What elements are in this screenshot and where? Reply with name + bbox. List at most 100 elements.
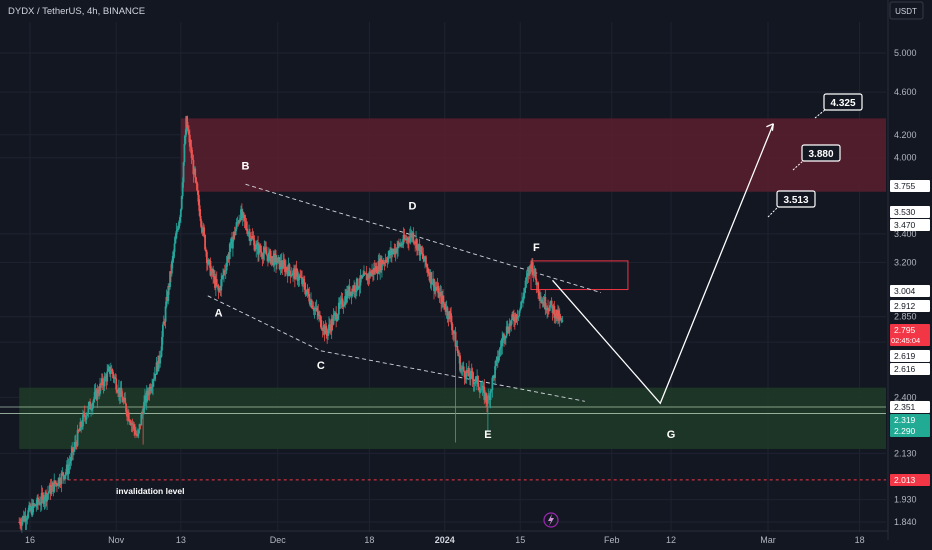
candle-body xyxy=(239,220,241,221)
candle-body xyxy=(358,285,361,289)
currency-button[interactable]: USDT xyxy=(889,1,924,20)
candle-body xyxy=(451,322,453,331)
price-tick-label: 4.600 xyxy=(894,87,917,97)
candle-body xyxy=(76,430,79,446)
currency-label: USDT xyxy=(895,7,917,16)
candle-body xyxy=(143,401,145,414)
candle-body xyxy=(67,466,70,475)
candle-body xyxy=(391,251,394,255)
candle-body xyxy=(518,310,521,316)
candle-body xyxy=(175,231,178,239)
candle-body xyxy=(140,414,143,426)
candle-body xyxy=(125,403,127,412)
candle-body xyxy=(134,429,136,435)
candle-body xyxy=(407,238,409,241)
candle-body xyxy=(516,316,519,320)
upper-trendline xyxy=(245,183,602,294)
candle-body xyxy=(450,313,452,323)
candle-body xyxy=(215,279,218,286)
candle-body xyxy=(385,259,388,262)
candle-body xyxy=(525,277,528,281)
candle-body xyxy=(204,235,206,250)
candle-body xyxy=(190,147,193,158)
candle-body xyxy=(539,295,541,301)
candle-body xyxy=(152,381,154,388)
price-badge: 2.619 xyxy=(890,350,930,362)
candle-body xyxy=(50,486,53,494)
price-badge: 2.616 xyxy=(890,363,930,375)
candle-body xyxy=(260,251,263,257)
price-axis[interactable]: 5.0004.6004.2004.0003.4003.2002.8502.700… xyxy=(887,0,932,550)
candle-body xyxy=(207,259,210,265)
candle-body xyxy=(325,325,328,334)
candle-body xyxy=(263,247,266,254)
candle-body xyxy=(534,268,537,279)
candle-body xyxy=(431,283,434,285)
candle-body xyxy=(228,251,231,260)
candle-body xyxy=(254,249,257,251)
price-tick-label: 3.200 xyxy=(894,257,917,267)
candle-body xyxy=(152,378,155,382)
candle-body xyxy=(180,196,183,210)
price-tick-label: 3.400 xyxy=(894,229,917,239)
candle-body xyxy=(273,253,276,266)
candle-body xyxy=(515,314,518,320)
candle-body xyxy=(87,405,90,413)
time-axis[interactable]: 16 Nov 13 Dec 18 2024 15 Feb 12 Mar 18 xyxy=(0,530,888,545)
price-tick-label: 2.400 xyxy=(894,392,917,402)
candle-body xyxy=(188,134,191,147)
wave-label-f: F xyxy=(533,242,540,254)
candle-body xyxy=(91,402,94,409)
time-tick-label: 18 xyxy=(364,535,374,545)
candle-body xyxy=(442,295,444,302)
candle-body xyxy=(320,327,323,330)
candle-body xyxy=(165,296,168,307)
candle-body xyxy=(161,324,164,337)
candle-body xyxy=(413,241,416,243)
candle-body xyxy=(362,275,364,277)
candle-body xyxy=(454,331,457,347)
candle-body xyxy=(327,330,329,336)
candle-body xyxy=(176,229,179,232)
price-badge-label: 2.013 xyxy=(894,475,916,485)
candle-body xyxy=(538,292,540,296)
candle-body xyxy=(319,316,322,328)
time-tick-label: Feb xyxy=(604,535,620,545)
candle-body xyxy=(381,260,383,271)
candle-body xyxy=(443,303,446,310)
wave-label-g: G xyxy=(667,429,676,441)
candle-body xyxy=(342,306,345,307)
candle-body xyxy=(289,270,292,277)
target-box xyxy=(776,190,816,208)
candle-body xyxy=(470,370,473,373)
candle-body xyxy=(532,274,535,276)
candle-body xyxy=(319,315,321,317)
candle-body xyxy=(199,215,202,221)
target-box xyxy=(823,93,863,111)
candle-body xyxy=(258,245,261,251)
candle-body xyxy=(472,378,475,385)
candle-body xyxy=(177,228,180,230)
candle-body xyxy=(255,244,258,250)
candle-body xyxy=(422,254,425,259)
candle-body xyxy=(295,268,298,271)
price-badge-label: 2.319 xyxy=(894,415,916,425)
target-badge: 3.880 xyxy=(792,144,841,171)
candle-body xyxy=(116,389,118,393)
candle-body xyxy=(78,430,81,432)
candle-body xyxy=(474,382,477,384)
price-badge-bg xyxy=(890,474,930,486)
candle-body xyxy=(332,315,335,325)
lightning-icon[interactable] xyxy=(543,512,559,528)
candle-body xyxy=(489,390,492,401)
candle-body xyxy=(163,321,166,323)
candle-body xyxy=(205,249,207,252)
candle-body xyxy=(249,239,252,242)
time-tick-label: Nov xyxy=(108,535,125,545)
price-zones xyxy=(0,118,887,481)
candle-body xyxy=(31,503,34,515)
candle-body xyxy=(463,371,466,378)
candle-body xyxy=(245,222,248,229)
candle-body xyxy=(430,272,433,285)
